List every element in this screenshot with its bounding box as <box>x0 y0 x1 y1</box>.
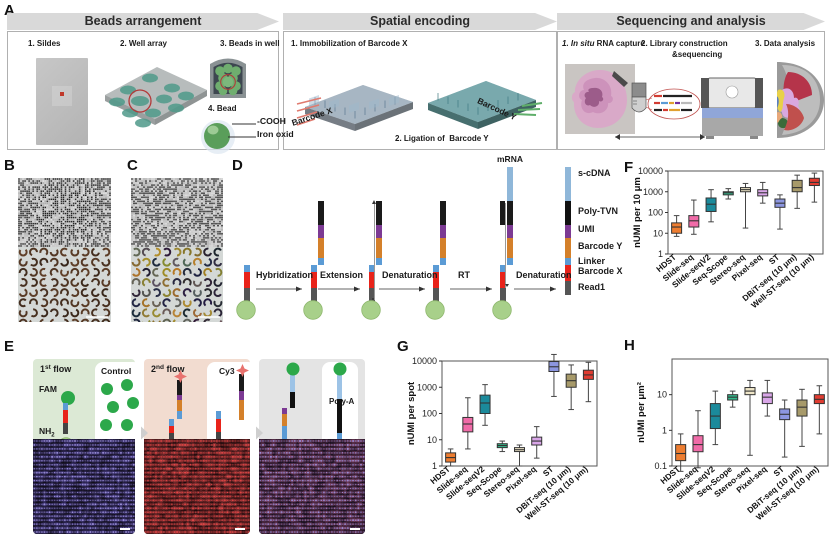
svg-text:nUMI per 10 μm: nUMI per 10 μm <box>632 177 643 248</box>
svg-text:100: 100 <box>648 208 663 218</box>
svg-text:10: 10 <box>653 228 663 238</box>
svg-text:10000: 10000 <box>638 166 663 176</box>
svg-text:1: 1 <box>658 249 663 259</box>
svg-text:1000: 1000 <box>643 187 663 197</box>
